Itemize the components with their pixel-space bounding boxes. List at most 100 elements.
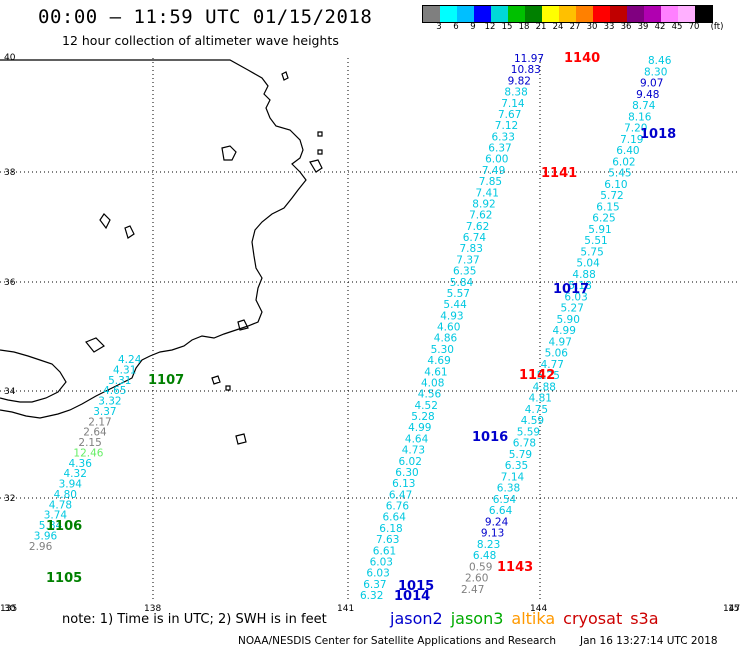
- wave-height-value: 5.44: [443, 299, 467, 311]
- scale-label: 39: [637, 22, 649, 32]
- legend-item: jason3: [450, 609, 504, 628]
- wave-height-value: 6.76: [386, 501, 410, 513]
- lat-label: 38: [4, 168, 16, 178]
- wave-height-value: 4.36: [69, 458, 93, 470]
- wave-height-value: 7.49: [482, 165, 505, 177]
- wave-height-value: 10.83: [511, 64, 541, 76]
- scale-label: 18: [518, 22, 530, 32]
- wave-height-value: 4.59: [521, 415, 544, 427]
- lat-label: 30: [4, 604, 16, 614]
- pass-id-label: 1141: [541, 166, 577, 181]
- wave-height-value: 6.00: [485, 154, 508, 166]
- wave-height-value: 6.03: [564, 291, 587, 303]
- wave-height-value: 5.30: [431, 344, 454, 356]
- footer-credit: NOAA/NESDIS Center for Satellite Applica…: [238, 635, 556, 647]
- wave-height-value: 3.96: [34, 531, 58, 543]
- wave-height-value: 7.14: [501, 98, 525, 110]
- lon-label: 147: [723, 604, 740, 614]
- wave-height-value: 6.02: [612, 156, 635, 168]
- pass-id-label: 1106: [46, 519, 82, 534]
- wave-height-value: 2.47: [461, 584, 484, 596]
- scale-swatch: [423, 6, 440, 22]
- wave-height-value: 2.15: [78, 437, 101, 449]
- wave-height-value: 7.19: [620, 134, 643, 146]
- scale-label: 6: [453, 22, 459, 32]
- wave-height-value: 4.78: [49, 499, 72, 511]
- wave-height-value: 6.33: [492, 131, 515, 143]
- lon-label: 138: [144, 604, 161, 614]
- pass-id-label: 1018: [640, 127, 676, 142]
- scale-label: 42: [654, 22, 666, 32]
- wave-height-value: 6.40: [616, 145, 639, 157]
- lat-label: 40: [4, 53, 16, 63]
- wave-height-value: 6.18: [379, 523, 402, 535]
- wave-height-value: 7.41: [476, 187, 499, 199]
- wave-height-value: 5.45: [608, 168, 631, 180]
- wave-height-value: 6.78: [513, 438, 536, 450]
- lon-label: 141: [337, 604, 354, 614]
- scale-label: 70: [688, 22, 700, 32]
- scale-swatch: [644, 6, 661, 22]
- wave-height-value: 8.38: [504, 87, 527, 99]
- scale-swatch: [661, 6, 678, 22]
- scale-swatch: [576, 6, 593, 22]
- wave-height-value: 6.10: [604, 179, 627, 191]
- scale-label: 27: [569, 22, 581, 32]
- wave-height-value: 6.64: [489, 505, 513, 517]
- scale-label: 3: [436, 22, 442, 32]
- wave-height-value: 8.46: [648, 55, 672, 67]
- wave-height-value: 9.48: [636, 89, 659, 101]
- legend-item: altika: [511, 609, 556, 628]
- pass-id-label: 1105: [46, 571, 82, 586]
- pass-id-label: 1015: [398, 579, 434, 594]
- wave-height-value: 6.38: [497, 483, 520, 495]
- wave-height-value: 9.24: [485, 517, 509, 529]
- wave-height-value: 9.07: [640, 78, 663, 90]
- pass-id-label: 1107: [148, 373, 184, 388]
- units-note: note: 1) Time is in UTC; 2) SWH is in fe…: [62, 612, 327, 627]
- wave-height-value: 5.79: [509, 449, 532, 461]
- scale-swatch: [508, 6, 525, 22]
- wave-height-value: 6.25: [592, 213, 615, 225]
- wave-height-value: 2.60: [465, 573, 488, 585]
- wave-height-value: 9.82: [508, 75, 531, 87]
- wave-height-value: 5.90: [557, 314, 580, 326]
- coastline: [0, 59, 323, 445]
- scale-label: (ft): [710, 22, 724, 32]
- axis-labels: 135 138 141 144 147150 40 38 36 34 32 30: [0, 53, 740, 614]
- wave-height-value: 5.72: [600, 190, 623, 202]
- scale-swatch: [695, 6, 712, 22]
- page-title: 00:00 – 11:59 UTC 01/15/2018: [38, 6, 373, 28]
- wave-height-value: 6.35: [505, 460, 528, 472]
- wave-height-value: 7.62: [466, 221, 489, 233]
- wave-height-value: 12.46: [73, 447, 103, 459]
- wave-height-value: 6.54: [493, 494, 517, 506]
- scale-swatch: [457, 6, 474, 22]
- wave-height-value: 5.84: [39, 520, 63, 532]
- lat-label: 32: [4, 494, 15, 504]
- wave-height-value: 4.60: [437, 322, 460, 334]
- wave-height-value: 6.64: [383, 512, 407, 524]
- wave-height-value: 8.16: [628, 111, 652, 123]
- pass-id-label: 1014: [394, 589, 430, 604]
- scale-label: 12: [484, 22, 496, 32]
- wave-height-value: 6.74: [463, 232, 487, 244]
- pass-id-label: 1140: [564, 51, 600, 66]
- wave-height-value: 9.13: [481, 528, 504, 540]
- wave-height-value: 7.14: [501, 471, 525, 483]
- wave-height-value: 5.27: [561, 303, 584, 315]
- wave-height-value: 4.61: [424, 366, 447, 378]
- wave-height-value: 2.96: [29, 541, 53, 553]
- scale-label: 15: [501, 22, 513, 32]
- wave-height-value: 4.75: [525, 404, 548, 416]
- wave-height-value: 6.03: [366, 568, 389, 580]
- wave-height-value: 6.02: [399, 456, 422, 468]
- wave-height-value: 6.13: [392, 478, 415, 490]
- wave-height-value: 7.63: [376, 534, 399, 546]
- legend-item: s3a: [630, 609, 659, 628]
- scale-label: 33: [603, 22, 615, 32]
- wave-height-value: 4.77: [541, 359, 564, 371]
- scale-label: 30: [586, 22, 598, 32]
- pass-id-label: 1142: [519, 368, 555, 383]
